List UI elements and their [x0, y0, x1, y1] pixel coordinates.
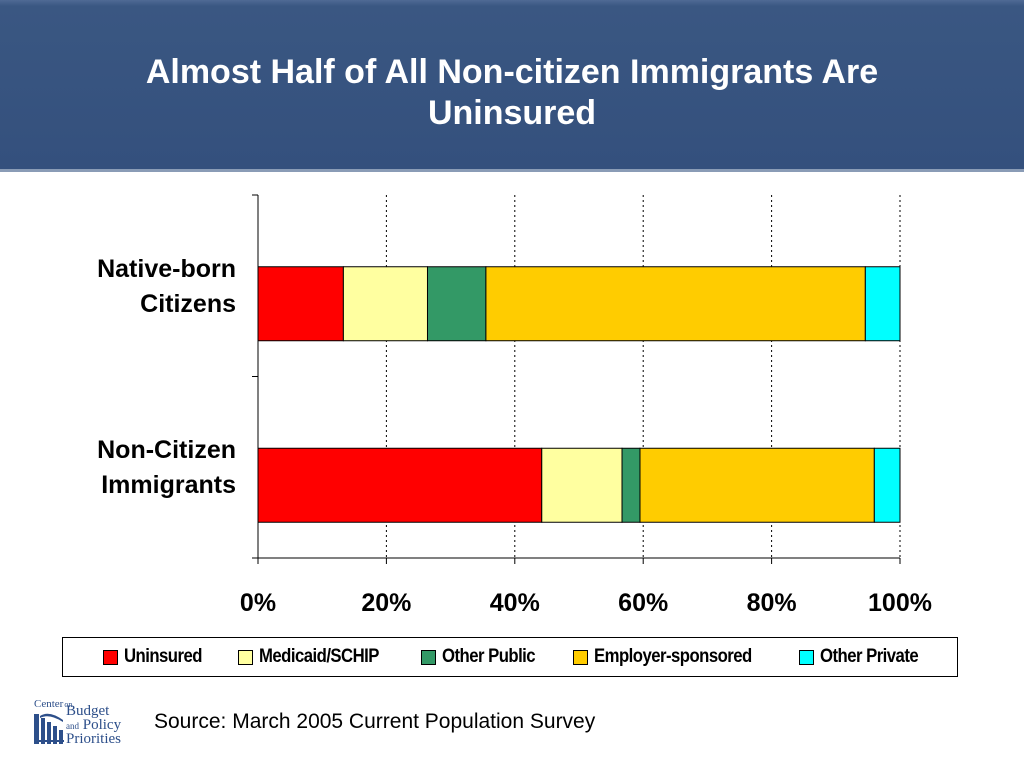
- bar-segment: [342, 266, 428, 342]
- x-tick-label: 100%: [868, 589, 932, 617]
- bar-segment: [485, 266, 866, 342]
- legend-label: Medicaid/SCHIP: [258, 646, 379, 667]
- legend-item-other-private: Other Private: [798, 646, 919, 668]
- slide-title: Almost Half of All Non-citizen Immigrant…: [40, 52, 984, 134]
- stacked-bar-chart: 0% 20% 40% 60% 80% 100%: [240, 194, 932, 617]
- title-line-2: Uninsured: [427, 94, 597, 132]
- logo-text: and Policy: [66, 717, 122, 733]
- legend-item-employer: Employer-sponsored: [572, 646, 759, 668]
- x-tick-label: 40%: [490, 589, 540, 617]
- footer: Centeron Budget and Policy Priorities So…: [0, 690, 1024, 768]
- legend-item-uninsured: Uninsured: [102, 646, 202, 668]
- bar-segment: [639, 447, 875, 523]
- legend-label: Other Public: [441, 646, 536, 667]
- bar-segment: [864, 266, 901, 342]
- legend-label: Employer-sponsored: [593, 646, 752, 667]
- category-label-native-born: Native-born Citizens: [36, 252, 236, 322]
- x-tick-label: 60%: [618, 589, 668, 617]
- logo-text: Centeron: [34, 698, 73, 710]
- title-line-1: Almost Half of All Non-citizen Immigrant…: [145, 53, 879, 91]
- category-label-line: Citizens: [140, 290, 236, 318]
- bar-segment: [873, 447, 901, 523]
- legend-swatch: [102, 649, 118, 665]
- category-label-non-citizen: Non-Citizen Immigrants: [36, 433, 236, 503]
- legend-item-other-public: Other Public: [420, 646, 536, 668]
- legend-item-medicaid: Medicaid/SCHIP: [237, 646, 381, 668]
- legend-swatch: [572, 649, 588, 665]
- category-label-line: Non-Citizen: [97, 436, 236, 464]
- logo-text: Budget: [66, 703, 110, 719]
- bar-segment: [541, 447, 623, 523]
- category-label-line: Immigrants: [101, 471, 236, 499]
- x-tick-label: 80%: [747, 589, 797, 617]
- bar-segment: [426, 266, 487, 342]
- legend-label: Other Private: [819, 646, 919, 667]
- category-label-line: Native-born: [97, 255, 236, 283]
- logo-text: Priorities: [66, 731, 121, 747]
- legend-swatch: [420, 649, 436, 665]
- cbpp-logo: Centeron Budget and Policy Priorities: [32, 698, 132, 758]
- bar-segment: [257, 266, 344, 342]
- chart-legend: Uninsured Medicaid/SCHIP Other Public Em…: [62, 637, 958, 677]
- legend-swatch: [798, 649, 814, 665]
- bar-segment: [257, 447, 543, 523]
- x-tick-label: 0%: [240, 589, 276, 617]
- legend-label: Uninsured: [123, 646, 202, 667]
- title-banner: Almost Half of All Non-citizen Immigrant…: [0, 0, 1024, 172]
- legend-swatch: [237, 649, 253, 665]
- x-tick-label: 20%: [361, 589, 411, 617]
- bar-segment: [621, 447, 641, 523]
- capitol-icon: [34, 710, 64, 744]
- source-note: Source: March 2005 Current Population Su…: [154, 710, 596, 733]
